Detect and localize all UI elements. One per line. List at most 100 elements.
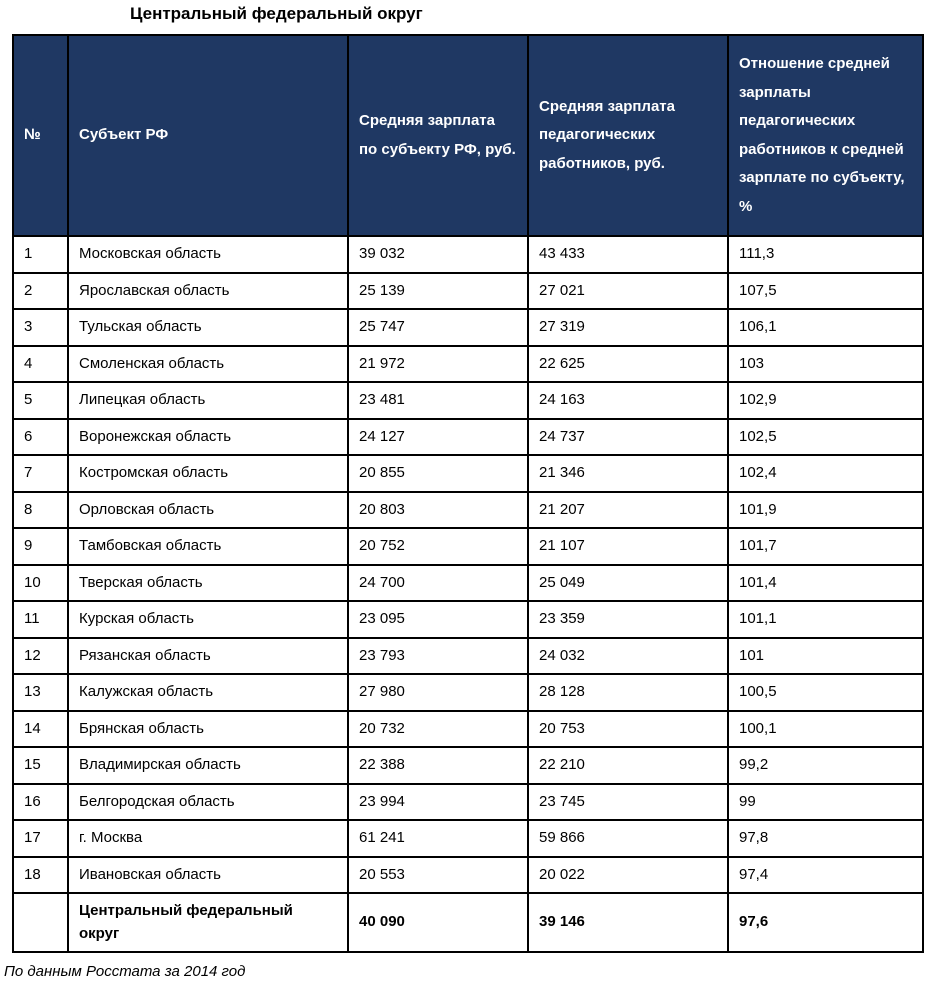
cell-num: 12 [13, 638, 68, 675]
page-title: Центральный федеральный округ [0, 0, 933, 34]
cell-ped_salary: 20 753 [528, 711, 728, 748]
cell-ped_salary: 24 032 [528, 638, 728, 675]
cell-ped_salary: 24 163 [528, 382, 728, 419]
cell-ratio: 101,7 [728, 528, 923, 565]
table-row: 1Московская область39 03243 433111,3 [13, 236, 923, 273]
table-total-row: Центральный федеральный округ40 09039 14… [13, 893, 923, 952]
cell-ratio: 101 [728, 638, 923, 675]
cell-ped_salary: 22 210 [528, 747, 728, 784]
cell-ratio: 102,4 [728, 455, 923, 492]
cell-subject: Владимирская область [68, 747, 348, 784]
cell-subject: Ивановская область [68, 857, 348, 894]
cell-ratio: 100,1 [728, 711, 923, 748]
cell-ratio: 101,4 [728, 565, 923, 602]
cell-avg_salary: 20 732 [348, 711, 528, 748]
cell-ped_salary: 23 359 [528, 601, 728, 638]
cell-subject: Смоленская область [68, 346, 348, 383]
col-header-num: № [13, 35, 68, 236]
cell-num: 8 [13, 492, 68, 529]
table-row: 10Тверская область24 70025 049101,4 [13, 565, 923, 602]
table-row: 12Рязанская область23 79324 032101 [13, 638, 923, 675]
cell-ratio: 103 [728, 346, 923, 383]
cell-avg_salary: 25 747 [348, 309, 528, 346]
cell-num: 11 [13, 601, 68, 638]
cell-num: 14 [13, 711, 68, 748]
cell-subject: Калужская область [68, 674, 348, 711]
cell-avg_salary: 21 972 [348, 346, 528, 383]
table-header-row: № Субъект РФ Средняя зарплата по субъект… [13, 35, 923, 236]
cell-avg_salary: 27 980 [348, 674, 528, 711]
cell-subject: Воронежская область [68, 419, 348, 456]
cell-num: 17 [13, 820, 68, 857]
cell-ped_salary: 21 346 [528, 455, 728, 492]
table-row: 13Калужская область27 98028 128100,5 [13, 674, 923, 711]
cell-num: 10 [13, 565, 68, 602]
cell-avg_salary: 39 032 [348, 236, 528, 273]
cell-subject: Рязанская область [68, 638, 348, 675]
cell-subject: Тверская область [68, 565, 348, 602]
table-row: 15Владимирская область22 38822 21099,2 [13, 747, 923, 784]
cell-ped_salary: 27 021 [528, 273, 728, 310]
table-row: 8Орловская область20 80321 207101,9 [13, 492, 923, 529]
cell-subject: г. Москва [68, 820, 348, 857]
cell-subject: Брянская область [68, 711, 348, 748]
cell-avg_salary: 20 553 [348, 857, 528, 894]
cell-ped_salary: 43 433 [528, 236, 728, 273]
cell-avg_salary: 20 803 [348, 492, 528, 529]
cell-ratio: 97,4 [728, 857, 923, 894]
table-row: 3Тульская область25 74727 319106,1 [13, 309, 923, 346]
cell-avg_salary: 61 241 [348, 820, 528, 857]
total-cell-avg_salary: 40 090 [348, 893, 528, 952]
cell-subject: Липецкая область [68, 382, 348, 419]
col-header-avg-salary: Средняя зарплата по субъекту РФ, руб. [348, 35, 528, 236]
table-row: 6Воронежская область24 12724 737102,5 [13, 419, 923, 456]
cell-num: 1 [13, 236, 68, 273]
cell-avg_salary: 23 793 [348, 638, 528, 675]
page-container: Центральный федеральный округ № Субъект … [0, 0, 933, 990]
col-header-subject: Субъект РФ [68, 35, 348, 236]
cell-ped_salary: 20 022 [528, 857, 728, 894]
cell-ratio: 101,1 [728, 601, 923, 638]
cell-avg_salary: 23 994 [348, 784, 528, 821]
cell-num: 15 [13, 747, 68, 784]
cell-avg_salary: 22 388 [348, 747, 528, 784]
table-row: 2Ярославская область25 13927 021107,5 [13, 273, 923, 310]
cell-ratio: 99,2 [728, 747, 923, 784]
total-cell-subject: Центральный федеральный округ [68, 893, 348, 952]
cell-subject: Московская область [68, 236, 348, 273]
cell-num: 5 [13, 382, 68, 419]
cell-num: 13 [13, 674, 68, 711]
cell-ped_salary: 23 745 [528, 784, 728, 821]
cell-subject: Тамбовская область [68, 528, 348, 565]
col-header-ped-salary: Средняя зарплата педагогических работник… [528, 35, 728, 236]
cell-avg_salary: 25 139 [348, 273, 528, 310]
cell-ped_salary: 24 737 [528, 419, 728, 456]
cell-avg_salary: 24 700 [348, 565, 528, 602]
cell-num: 9 [13, 528, 68, 565]
cell-avg_salary: 20 752 [348, 528, 528, 565]
table-row: 17г. Москва61 24159 86697,8 [13, 820, 923, 857]
total-cell-ratio: 97,6 [728, 893, 923, 952]
cell-ratio: 111,3 [728, 236, 923, 273]
cell-ratio: 101,9 [728, 492, 923, 529]
cell-ped_salary: 22 625 [528, 346, 728, 383]
cell-avg_salary: 24 127 [348, 419, 528, 456]
cell-subject: Костромская область [68, 455, 348, 492]
cell-num: 7 [13, 455, 68, 492]
cell-num: 6 [13, 419, 68, 456]
cell-ped_salary: 27 319 [528, 309, 728, 346]
cell-num: 2 [13, 273, 68, 310]
cell-ratio: 106,1 [728, 309, 923, 346]
table-row: 4Смоленская область21 97222 625103 [13, 346, 923, 383]
cell-ped_salary: 25 049 [528, 565, 728, 602]
cell-ratio: 107,5 [728, 273, 923, 310]
total-cell-num [13, 893, 68, 952]
cell-ratio: 99 [728, 784, 923, 821]
cell-avg_salary: 23 481 [348, 382, 528, 419]
table-row: 18Ивановская область20 55320 02297,4 [13, 857, 923, 894]
cell-num: 3 [13, 309, 68, 346]
table-row: 16Белгородская область23 99423 74599 [13, 784, 923, 821]
table-row: 11Курская область23 09523 359101,1 [13, 601, 923, 638]
cell-avg_salary: 20 855 [348, 455, 528, 492]
table-row: 14Брянская область20 73220 753100,1 [13, 711, 923, 748]
